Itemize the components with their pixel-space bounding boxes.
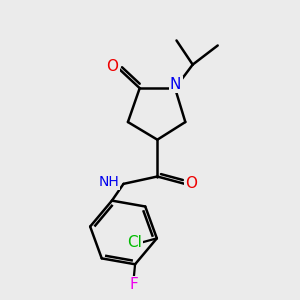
- Text: O: O: [185, 176, 197, 191]
- Text: F: F: [129, 278, 138, 292]
- Text: Cl: Cl: [127, 235, 142, 250]
- Text: NH: NH: [98, 176, 119, 189]
- Text: O: O: [106, 58, 118, 74]
- Text: N: N: [170, 77, 181, 92]
